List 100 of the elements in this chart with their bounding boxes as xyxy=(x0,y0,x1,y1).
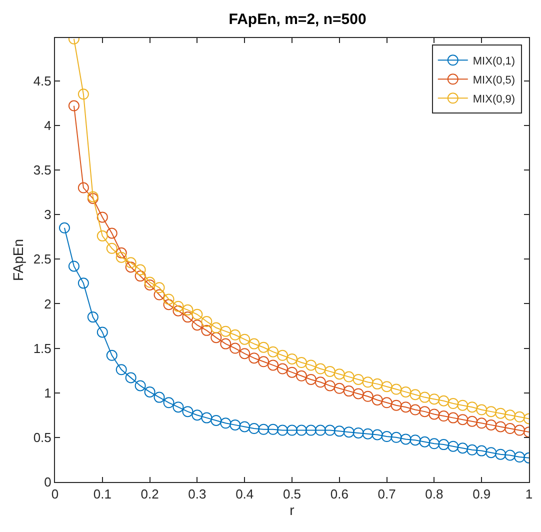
point xyxy=(239,421,250,432)
point xyxy=(466,444,478,456)
point xyxy=(419,406,430,418)
point xyxy=(239,334,250,345)
y-tick-label: 2.5 xyxy=(33,252,52,267)
point xyxy=(248,352,260,364)
x-tick-label: 0.6 xyxy=(330,486,348,502)
point xyxy=(96,326,108,338)
point xyxy=(438,395,450,406)
point xyxy=(87,312,98,323)
point xyxy=(514,411,526,422)
point xyxy=(163,397,174,408)
point xyxy=(324,366,336,377)
point xyxy=(400,402,412,413)
x-tick-label: 0.7 xyxy=(378,486,396,502)
point xyxy=(268,346,279,358)
point xyxy=(305,374,316,385)
point xyxy=(172,300,184,312)
point xyxy=(230,342,241,354)
point xyxy=(277,363,288,374)
point xyxy=(343,371,354,382)
point xyxy=(68,100,80,112)
point xyxy=(210,332,222,344)
point xyxy=(428,438,440,450)
point xyxy=(144,279,156,290)
point xyxy=(268,360,279,371)
point xyxy=(504,423,516,434)
point xyxy=(201,316,212,328)
point xyxy=(305,360,316,371)
point xyxy=(381,397,392,408)
point xyxy=(277,350,288,361)
legend-label: MIX(0,5) xyxy=(472,74,516,86)
point xyxy=(134,380,146,392)
point xyxy=(201,412,212,424)
point xyxy=(106,228,118,239)
point xyxy=(116,364,127,376)
point xyxy=(352,427,364,438)
point xyxy=(248,338,260,350)
point xyxy=(210,322,222,334)
x-tick-label: 0.1 xyxy=(93,486,112,502)
point xyxy=(78,88,89,100)
point xyxy=(296,370,307,382)
point xyxy=(125,372,136,384)
point xyxy=(466,416,478,427)
point xyxy=(286,366,298,378)
point xyxy=(352,374,364,385)
point xyxy=(248,423,260,434)
point xyxy=(154,282,165,294)
point xyxy=(495,408,506,419)
point xyxy=(144,386,156,398)
point xyxy=(372,429,383,440)
point xyxy=(201,324,212,336)
point xyxy=(457,414,468,426)
point xyxy=(277,424,288,436)
point xyxy=(296,357,307,368)
point xyxy=(466,402,478,413)
point xyxy=(268,424,279,435)
point xyxy=(154,392,165,403)
point xyxy=(286,424,298,436)
point xyxy=(448,398,459,410)
x-tick-label: 0.5 xyxy=(282,486,302,502)
x-tick-label: 0.4 xyxy=(236,486,254,502)
point xyxy=(334,382,345,394)
point xyxy=(504,450,516,461)
point xyxy=(58,222,70,234)
point xyxy=(324,380,336,392)
legend-label: MIX(0,9) xyxy=(472,93,516,106)
point xyxy=(390,432,402,443)
point xyxy=(182,312,194,323)
point xyxy=(486,419,497,430)
chart-title: FApEn, m=2, n=500 xyxy=(228,10,366,28)
y-tick-label: 3.5 xyxy=(33,162,52,178)
point xyxy=(296,424,307,436)
point xyxy=(220,418,232,429)
point xyxy=(334,426,345,437)
point xyxy=(476,445,488,456)
point xyxy=(390,400,402,411)
x-axis-title: r xyxy=(290,502,295,518)
y-tick-label: 3 xyxy=(44,207,52,222)
point xyxy=(410,404,421,416)
point xyxy=(172,402,184,413)
point xyxy=(192,320,203,331)
point xyxy=(372,378,383,390)
point xyxy=(362,390,374,402)
point xyxy=(362,428,374,440)
point xyxy=(514,424,526,436)
point xyxy=(400,386,412,398)
point xyxy=(230,329,241,340)
point xyxy=(438,410,450,422)
legend-label: MIX(0,1) xyxy=(472,55,516,68)
point xyxy=(163,299,174,310)
point xyxy=(448,440,459,452)
y-axis-title: FApEn xyxy=(10,238,26,282)
point xyxy=(286,353,298,364)
point xyxy=(495,421,506,432)
point xyxy=(258,342,270,353)
point xyxy=(230,419,241,430)
point xyxy=(504,410,516,421)
point xyxy=(258,424,270,435)
y-tick-label: 1 xyxy=(44,385,52,400)
